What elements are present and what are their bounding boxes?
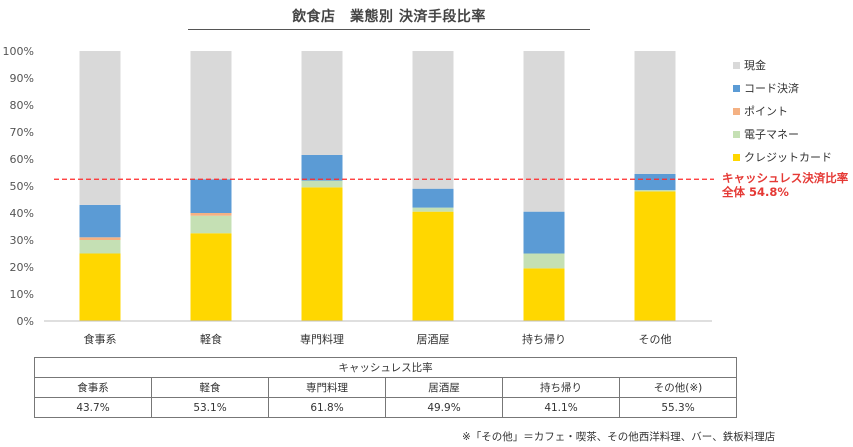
legend-label: コード決済: [744, 81, 799, 95]
x-tick-label: 専門料理: [300, 332, 344, 346]
table-value-cell: 49.9%: [385, 397, 503, 418]
footnote: ※「その他」＝カフェ・喫茶、その他西洋料理、バー、鉄板料理店: [462, 431, 776, 443]
legend-label: 現金: [744, 58, 766, 72]
bar-segment: [79, 253, 121, 321]
table-header-cell: その他(※): [619, 377, 737, 398]
stacked-bar-chart: 0% 10% 20% 30% 40% 50% 60% 70% 80% 90% 100% 食事系 軽食 専…: [3, 45, 849, 346]
table-value-cell: 55.3%: [619, 397, 737, 418]
table-header-cell: 専門料理: [268, 377, 386, 398]
table-header-cell: 軽食: [151, 377, 269, 398]
y-tick-label: 0%: [17, 315, 34, 328]
x-tick-label: その他: [639, 333, 672, 346]
bar-series-group: [79, 51, 676, 321]
x-tick-label: 軽食: [200, 332, 222, 346]
y-tick-label: 10%: [10, 288, 34, 301]
bar-segment: [412, 188, 454, 208]
x-tick-label: 持ち帰り: [522, 332, 566, 346]
table-value-cell: 53.1%: [151, 397, 269, 418]
y-tick-label: 50%: [10, 180, 34, 193]
bar-segment: [301, 180, 343, 188]
table-value-row: 43.7% 53.1% 61.8% 49.9% 41.1% 55.3%: [34, 397, 737, 418]
table-value-cell: 61.8%: [268, 397, 386, 418]
bar-segment: [634, 191, 676, 321]
table-header-cell: 食事系: [34, 377, 152, 398]
y-tick-label: 70%: [10, 126, 34, 139]
legend-swatch: [733, 85, 740, 92]
table-header-cell: 居酒屋: [385, 377, 503, 398]
bar-segment: [79, 204, 121, 238]
bar-segment: [79, 237, 121, 240]
bar-segment: [634, 173, 676, 191]
cashless-ratio-table: キャッシュレス比率 食事系 軽食 専門料理 居酒屋 持ち帰り その他(※) 43…: [34, 357, 737, 418]
bar-segment: [523, 51, 565, 212]
table-header-row: 食事系 軽食 専門料理 居酒屋 持ち帰り その他(※): [34, 377, 737, 398]
bar-segment: [190, 215, 232, 234]
bar-segment: [301, 187, 343, 321]
legend-swatch: [733, 131, 740, 138]
bar-segment: [190, 179, 232, 213]
bar-segment: [190, 233, 232, 321]
y-axis: 0% 10% 20% 30% 40% 50% 60% 70% 80% 90% 100%: [3, 45, 34, 328]
legend-label: 電子マネー: [744, 128, 799, 141]
bar-segment: [79, 240, 121, 254]
y-tick-label: 80%: [10, 99, 34, 112]
bar-segment: [523, 268, 565, 321]
bar-segment: [412, 207, 454, 212]
legend-swatch: [733, 154, 740, 161]
x-axis-labels: 食事系 軽食 専門料理 居酒屋 持ち帰り その他: [84, 332, 672, 346]
bar-segment: [190, 51, 232, 180]
bar-segment: [301, 51, 343, 155]
table-title-row: キャッシュレス比率: [34, 357, 737, 378]
y-tick-label: 100%: [3, 45, 34, 58]
chart-title: 飲食店 業態別 決済手段比率: [292, 9, 486, 25]
bar-segment: [523, 253, 565, 269]
legend-swatch: [733, 62, 740, 69]
x-tick-label: 食事系: [84, 332, 117, 346]
bar-segment: [634, 51, 676, 174]
legend-label: ポイント: [744, 105, 788, 118]
bar-segment: [412, 51, 454, 189]
bar-segment: [190, 213, 232, 216]
title-underline: [188, 29, 590, 30]
table-value-cell: 41.1%: [502, 397, 620, 418]
y-tick-label: 30%: [10, 234, 34, 247]
bar-segment: [634, 190, 676, 192]
bar-segment: [301, 154, 343, 181]
legend-swatch: [733, 108, 740, 115]
x-tick-label: 居酒屋: [417, 333, 450, 346]
bar-segment: [523, 211, 565, 254]
y-tick-label: 60%: [10, 153, 34, 166]
table-header-cell: 持ち帰り: [502, 377, 620, 398]
bar-segment: [412, 211, 454, 321]
table-value-cell: 43.7%: [34, 397, 152, 418]
legend-label: クレジットカード: [744, 151, 832, 164]
y-tick-label: 90%: [10, 72, 34, 85]
reference-label-value: 全体 54.8%: [721, 185, 789, 199]
reference-label-title: キャッシュレス決済比率: [722, 171, 849, 185]
y-tick-label: 40%: [10, 207, 34, 220]
y-tick-label: 20%: [10, 261, 34, 274]
bar-segment: [79, 51, 121, 205]
table-title: キャッシュレス比率: [34, 357, 737, 378]
